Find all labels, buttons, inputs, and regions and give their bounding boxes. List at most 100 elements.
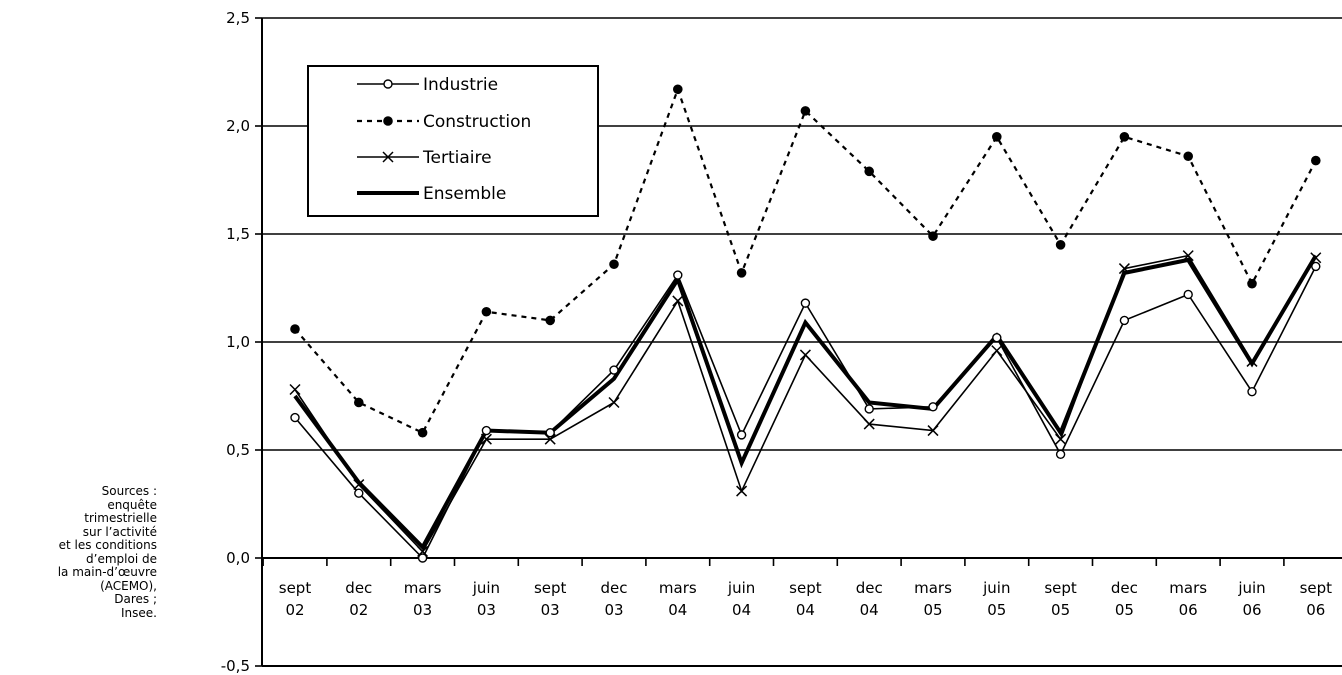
data-point (1055, 449, 1066, 460)
x-tick-label: mars (1169, 579, 1207, 597)
data-point (290, 412, 300, 423)
cross-stroke (417, 545, 429, 558)
data-point (1055, 240, 1066, 250)
y-tick-labels: -0,5 0,0 0,5 1,0 1,5 2,0 2,5 (221, 9, 250, 675)
x-tick-label: 06 (1242, 601, 1261, 619)
data-point (481, 306, 492, 317)
x-tick-label: juin (1237, 579, 1265, 597)
x-tick-label: sept (534, 579, 567, 597)
data-point (1183, 151, 1193, 162)
x-tick-label: dec (601, 579, 628, 597)
y-tick-label: -0,5 (221, 657, 250, 675)
source-line: sur l’activité (82, 524, 157, 539)
data-point (354, 488, 364, 498)
x-tick-label: 04 (732, 601, 751, 619)
source-line: la main-d’œuvre (57, 565, 157, 579)
data-point (1119, 315, 1130, 326)
x-tick-label: sept (279, 579, 312, 597)
data-point (673, 84, 683, 95)
data-point (864, 166, 875, 177)
data-point (383, 116, 393, 126)
cross-stroke (289, 383, 301, 396)
x-tick-label: 05 (923, 601, 942, 619)
data-point (609, 259, 619, 270)
series-industrie (290, 261, 1321, 563)
data-point (736, 485, 748, 497)
x-tick-label: 05 (987, 601, 1006, 619)
data-point (673, 270, 683, 280)
legend: Industrie Construction Tertiaire Ensemble (307, 65, 599, 217)
data-point (1183, 289, 1193, 300)
data-point (289, 383, 301, 396)
legend-label: Ensemble (423, 184, 506, 204)
data-point (992, 332, 1002, 343)
x-tick-label: 04 (796, 601, 815, 619)
data-point (545, 315, 556, 326)
source-line: Insee. (121, 605, 157, 620)
data-point (1182, 250, 1194, 262)
series-construction (290, 84, 1321, 438)
y-tick-label: 2,5 (226, 9, 250, 27)
x-tick-label: dec (856, 579, 883, 597)
x-tick-label: 05 (1051, 601, 1070, 619)
cross-stroke (863, 418, 875, 430)
x-tick-label: mars (659, 579, 697, 597)
cross-stroke (608, 396, 620, 409)
source-note: Sources : enquête trimestrielle sur l’ac… (0, 484, 157, 620)
legend-label: Tertiaire (422, 148, 492, 168)
data-point (1055, 433, 1067, 445)
y-tick-label: 0,0 (226, 549, 250, 567)
series-line (293, 254, 1318, 551)
legend-label: Construction (423, 112, 531, 132)
data-point (382, 151, 394, 163)
source-line: trimestrielle (84, 511, 157, 525)
data-point (1311, 261, 1321, 272)
cross-stroke (991, 345, 1003, 357)
data-point (799, 349, 811, 361)
x-tick-label: 05 (1115, 601, 1134, 619)
source-line: Dares ; (114, 592, 157, 606)
x-tick-label: sept (1044, 579, 1077, 597)
data-point (417, 427, 428, 438)
cross-stroke (1118, 263, 1130, 275)
y-tick-label: 2,0 (226, 117, 250, 135)
data-point (545, 428, 555, 438)
data-point (417, 545, 429, 558)
cross-stroke (927, 425, 939, 437)
x-tick-labels: sept 02 dec 02 mars 03 juin 03 sept 03 dec 03 mars 04… (279, 579, 1332, 619)
legend-label: Industrie (423, 75, 498, 95)
data-point (928, 231, 938, 241)
x-tick-label: juin (472, 579, 500, 597)
data-point (290, 324, 300, 334)
x-tick-label: sept (1300, 579, 1333, 597)
data-point (1311, 155, 1321, 166)
x-tick-label: dec (345, 579, 372, 597)
data-point (927, 425, 939, 437)
series-ensemble (293, 254, 1318, 551)
data-point (608, 396, 620, 409)
x-tick-label: sept (789, 579, 822, 597)
data-point (609, 365, 619, 375)
legend-box (307, 65, 599, 217)
x-tick-label: 02 (285, 601, 304, 619)
cross-stroke (672, 295, 684, 307)
data-point (544, 433, 556, 445)
source-line: Sources : (101, 484, 157, 498)
data-point (736, 430, 747, 440)
series-group (289, 84, 1322, 563)
data-point (1119, 132, 1130, 142)
x-tick-label: 03 (413, 601, 432, 619)
cross-stroke (353, 479, 365, 491)
cross-stroke (480, 433, 492, 445)
x-tick-label: juin (982, 579, 1010, 597)
x-tick-label: mars (914, 579, 952, 597)
data-point (800, 298, 811, 308)
cross-stroke (799, 349, 811, 361)
cross-stroke (1310, 252, 1322, 264)
data-point (1310, 252, 1322, 264)
x-tick-label: dec (1111, 579, 1138, 597)
x-tick-label: juin (727, 579, 755, 597)
cross-stroke (1182, 250, 1194, 262)
source-line: enquête (107, 497, 157, 512)
data-point (736, 268, 747, 278)
